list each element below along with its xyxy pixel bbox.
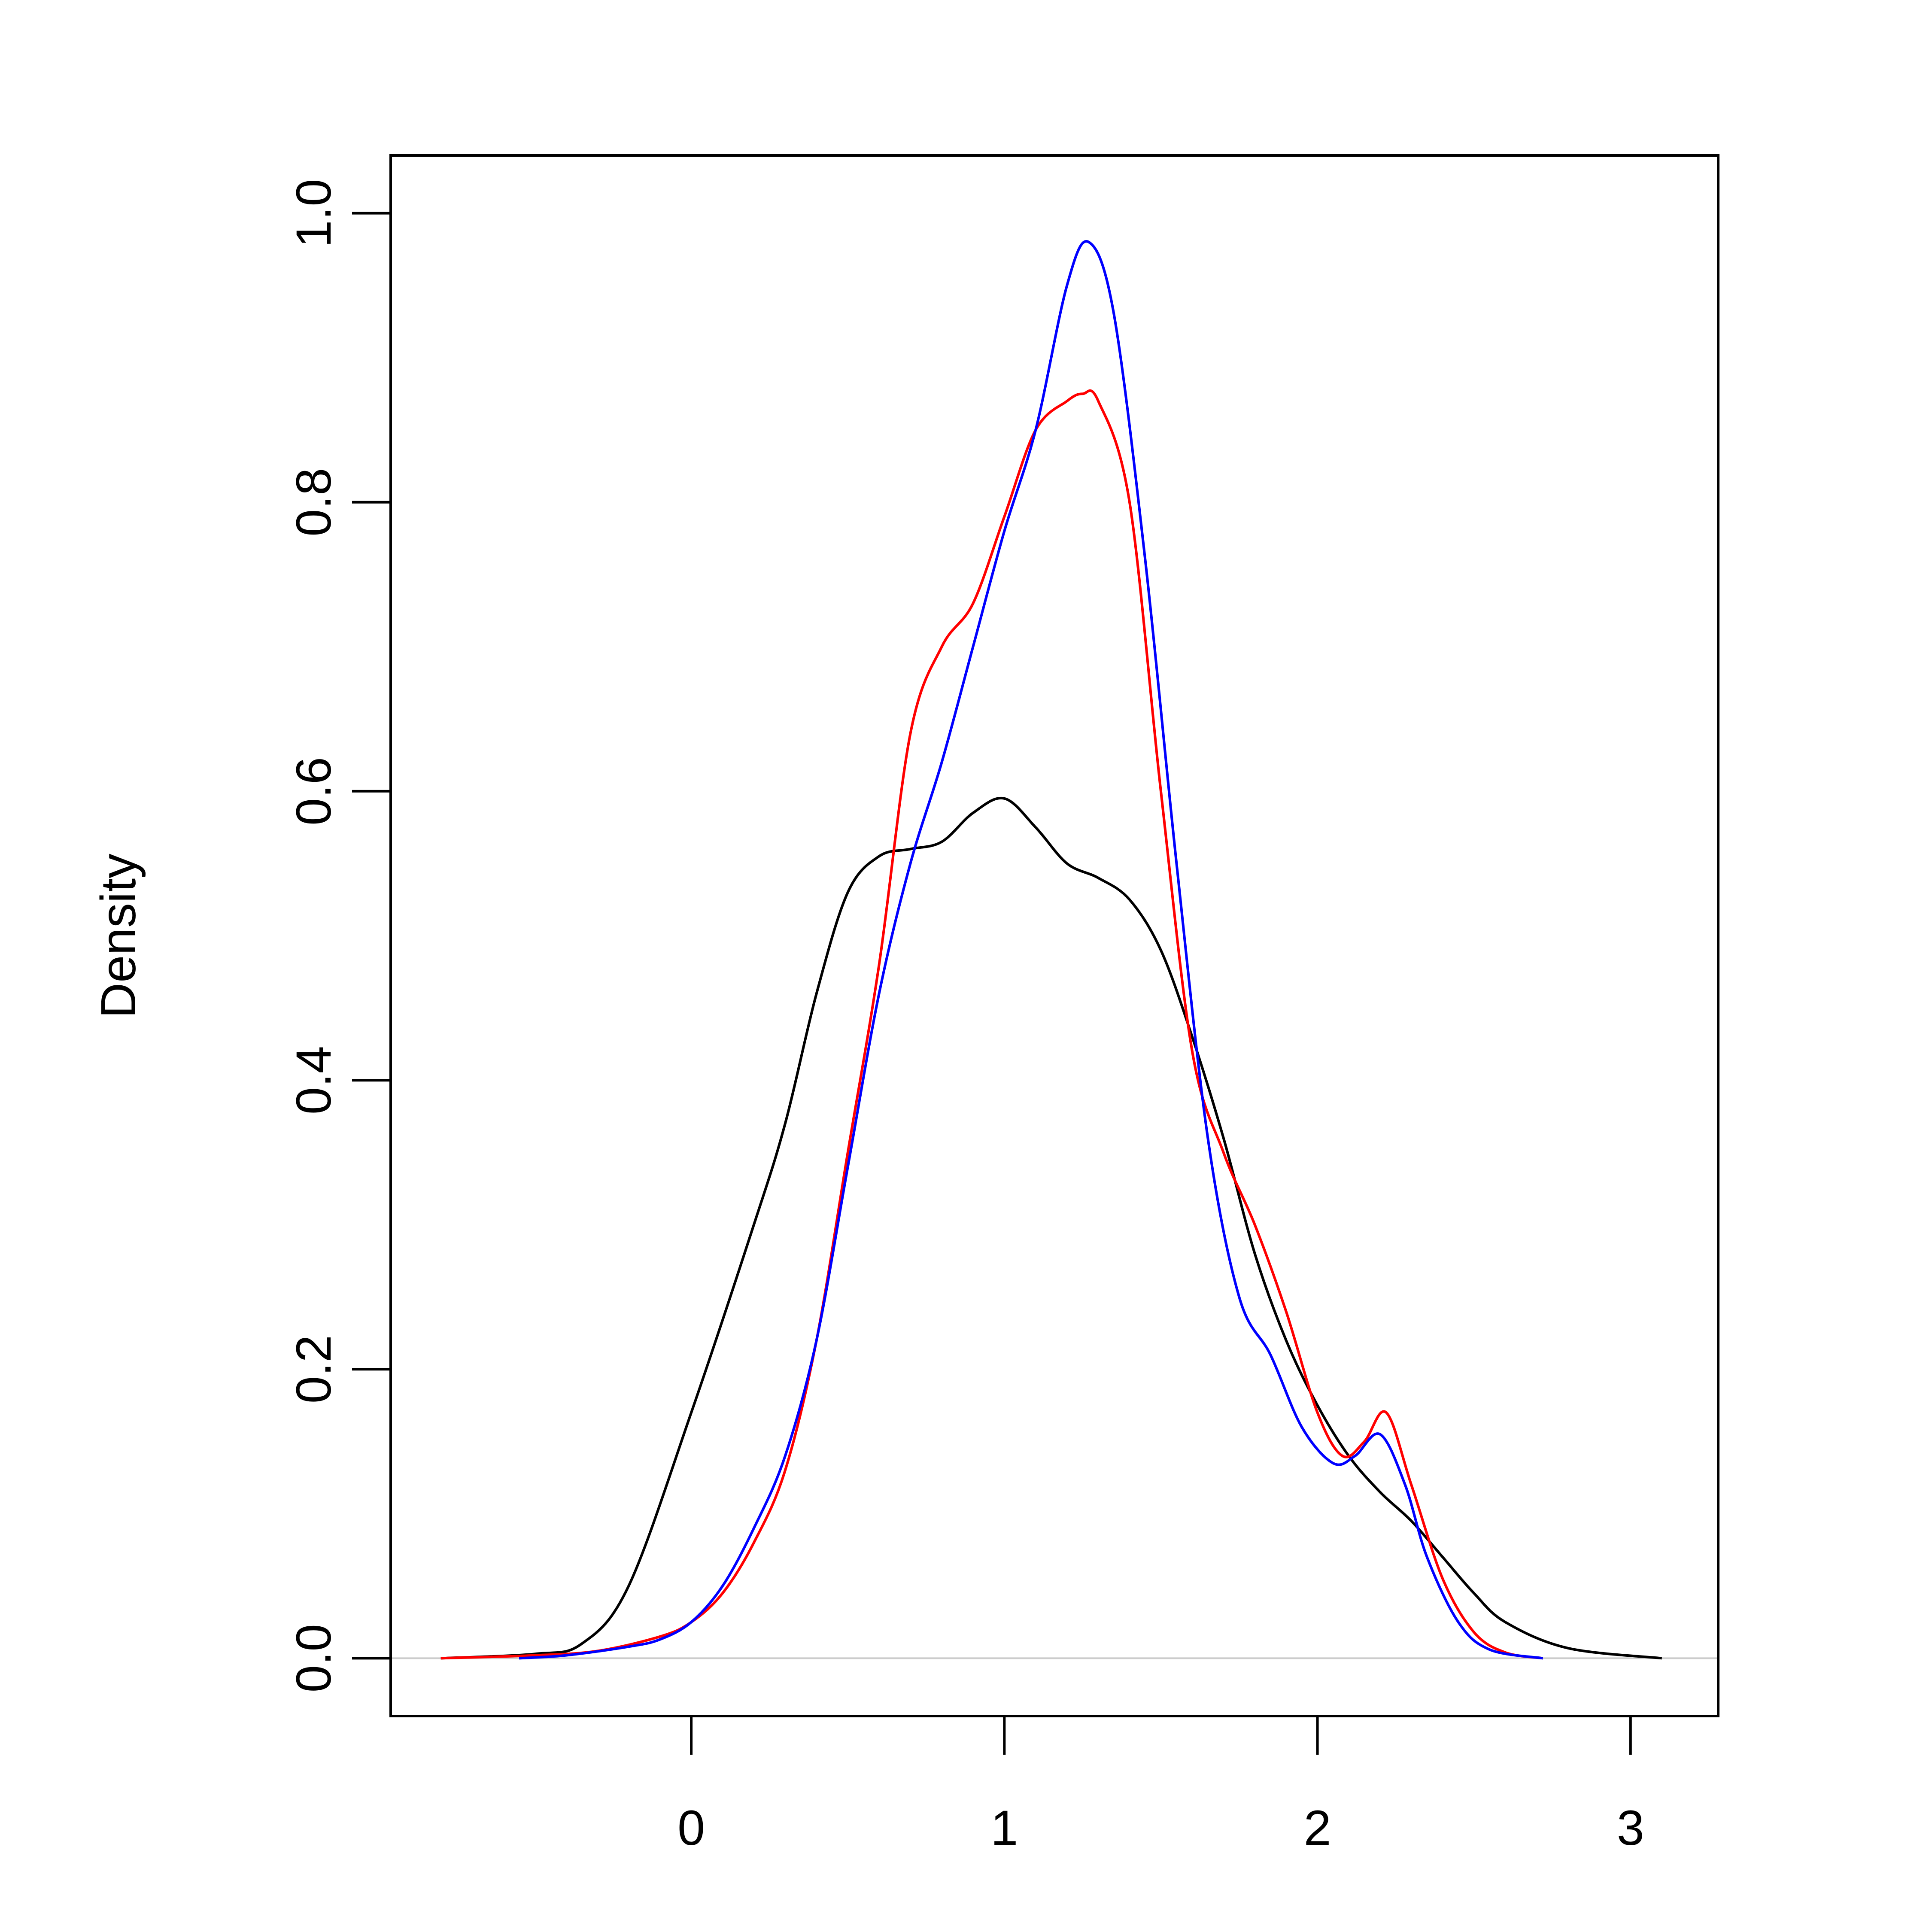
x-tick-label: 2 bbox=[1304, 1801, 1331, 1856]
x-tick-label: 3 bbox=[1617, 1801, 1644, 1856]
y-tick-label: 0.8 bbox=[286, 468, 341, 537]
y-tick-label: 0.0 bbox=[286, 1624, 341, 1692]
plot-frame bbox=[389, 154, 1719, 1717]
x-axis: 0 1 2 3 bbox=[677, 1715, 1644, 1856]
series-line-2 bbox=[440, 389, 1543, 1660]
y-tick-label: 1.0 bbox=[286, 179, 341, 248]
y-axis: 0.0 0.2 0.4 0.6 0.8 1.0 bbox=[286, 179, 392, 1692]
series-line-3 bbox=[519, 240, 1543, 1660]
x-tick-label: 0 bbox=[677, 1801, 705, 1856]
y-tick-label: 0.4 bbox=[286, 1046, 341, 1115]
y-tick-label: 0.2 bbox=[286, 1335, 341, 1403]
series-line-1 bbox=[440, 796, 1662, 1660]
y-tick-label: 0.6 bbox=[286, 757, 341, 826]
y-axis-title: Density bbox=[91, 854, 146, 1018]
series-layer bbox=[440, 240, 1662, 1660]
x-tick-label: 1 bbox=[990, 1801, 1018, 1856]
